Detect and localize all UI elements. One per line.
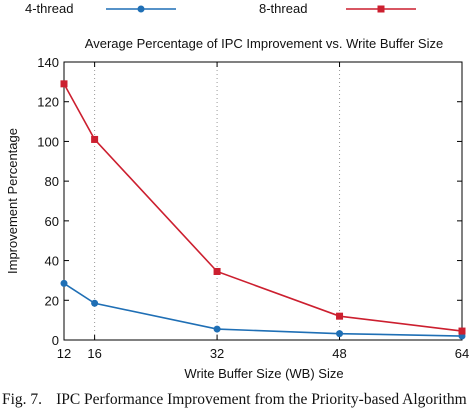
legend-label-1: 8-thread (259, 1, 307, 16)
caption-text: IPC Performance Improvement from the Pri… (56, 391, 467, 408)
x-tick-label-4: 64 (455, 346, 469, 361)
data-point-1-1 (91, 135, 99, 143)
legend-marker-1 (377, 5, 385, 13)
legend: 4-thread 8-thread (25, 1, 416, 16)
data-point-1-2 (213, 267, 221, 275)
data-point-0-2 (213, 325, 221, 333)
y-tick-label-3: 60 (45, 214, 59, 229)
grid (94, 62, 341, 340)
x-tick-label-3: 48 (332, 346, 346, 361)
data-point-0-1 (91, 299, 99, 307)
series-line-1 (63, 83, 463, 332)
chart-title: Average Percentage of IPC Improvement vs… (85, 36, 443, 51)
x-tick-label-1: 16 (87, 346, 101, 361)
data-point-0-0 (60, 279, 68, 287)
y-axis: 0 20 40 60 80 100 120 140 (37, 55, 462, 348)
series-0 (60, 279, 466, 340)
data-point-1-0 (60, 80, 68, 88)
x-axis: 12 16 32 48 64 (57, 62, 469, 361)
y-tick-label-7: 140 (37, 55, 59, 70)
data-point-0-3 (336, 330, 344, 338)
data-point-1-3 (336, 312, 344, 320)
series-1 (60, 80, 466, 335)
data-point-1-4 (458, 327, 466, 335)
y-axis-label: Improvement Percentage (5, 128, 20, 274)
x-tick-label-2: 32 (210, 346, 224, 361)
plot-frame (63, 61, 463, 341)
y-tick-label-4: 80 (45, 174, 59, 189)
x-axis-label: Write Buffer Size (WB) Size (184, 366, 343, 381)
x-tick-label-0: 12 (57, 346, 71, 361)
y-tick-label-5: 100 (37, 134, 59, 149)
y-tick-label-2: 40 (45, 254, 59, 269)
y-tick-label-1: 20 (45, 293, 59, 308)
legend-marker-0 (137, 5, 145, 13)
series-line-0 (63, 282, 463, 337)
y-tick-label-6: 120 (37, 95, 59, 110)
y-tick-label-0: 0 (52, 333, 59, 348)
figure-caption: Fig. 7. IPC Performance Improvement from … (0, 389, 474, 410)
caption-label: Fig. 7. (2, 391, 43, 408)
legend-label-0: 4-thread (25, 1, 73, 16)
series-layer (60, 80, 466, 340)
